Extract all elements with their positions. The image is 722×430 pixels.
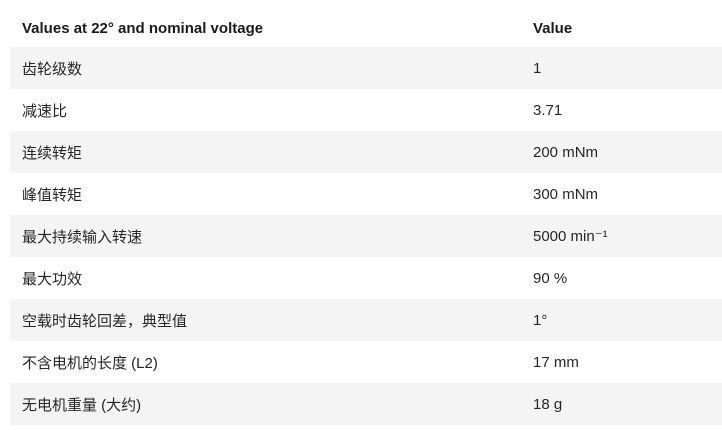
header-label: Values at 22° and nominal voltage	[22, 20, 264, 37]
row-label: 无电机重量 (大约)	[22, 396, 142, 414]
row-value: 17 mm	[533, 353, 579, 371]
table-row: 最大功效 90 %	[10, 257, 722, 299]
table-row: 无电机重量 (大约) 18 g	[10, 383, 722, 425]
table-header-row: Values at 22° and nominal voltage Value	[10, 10, 722, 47]
row-value: 300 mNm	[533, 185, 599, 203]
row-label: 连续转矩	[22, 144, 83, 162]
row-label: 减速比	[22, 102, 68, 120]
spec-table: Values at 22° and nominal voltage Value …	[10, 10, 722, 425]
row-value: 1	[533, 59, 542, 77]
row-value: 200 mNm	[533, 143, 599, 161]
row-label: 最大功效	[22, 270, 83, 288]
row-value: 18 g	[533, 395, 563, 413]
table-row: 最大持续输入转速 5000 min⁻¹	[10, 215, 722, 257]
row-label: 最大持续输入转速	[22, 228, 143, 246]
row-value: 1°	[533, 311, 548, 329]
header-value: Value	[533, 20, 573, 37]
row-value: 3.71	[533, 101, 563, 119]
table-row: 连续转矩 200 mNm	[10, 131, 722, 173]
table-row: 空载时齿轮回差，典型值 1°	[10, 299, 722, 341]
table-body: 齿轮级数 1 减速比 3.71 连续转矩 200 mNm 峰值转矩 300 mN…	[10, 47, 722, 425]
table-row: 不含电机的长度 (L2) 17 mm	[10, 341, 722, 383]
row-value: 5000 min⁻¹	[533, 228, 608, 245]
table-row: 齿轮级数 1	[10, 47, 722, 89]
row-label: 空载时齿轮回差，典型值	[22, 312, 188, 330]
row-label: 齿轮级数	[22, 60, 83, 78]
row-label: 不含电机的长度 (L2)	[22, 354, 158, 372]
row-value: 90 %	[533, 269, 568, 287]
row-label: 峰值转矩	[22, 186, 83, 204]
table-row: 峰值转矩 300 mNm	[10, 173, 722, 215]
table-row: 减速比 3.71	[10, 89, 722, 131]
